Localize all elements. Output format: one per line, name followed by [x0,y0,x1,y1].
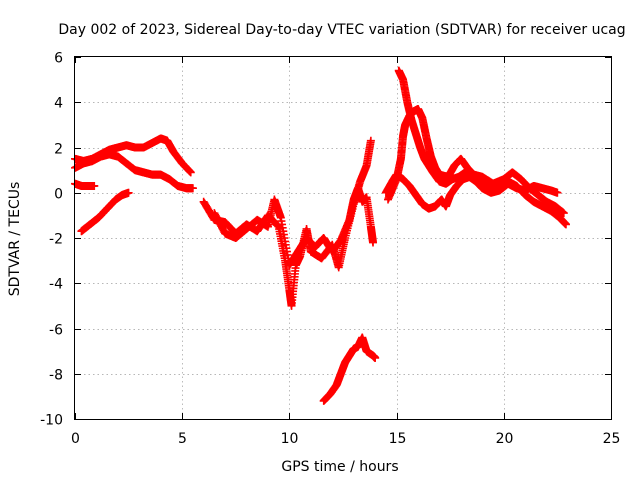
axis-ticks [75,57,612,420]
y-tick-label: -10 [40,413,63,429]
tick-labels: 0 5 10 15 20 25 -10 -8 -6 -4 -2 0 2 4 6 [40,51,620,448]
data-markers [71,66,570,405]
x-tick-label: 5 [178,431,187,447]
y-tick-label: 0 [54,187,63,203]
series-trace-b [71,150,197,193]
y-tick-label: -6 [49,323,63,339]
y-tick-label: 6 [54,51,63,67]
plus-marker [124,188,133,197]
x-tick-label: 25 [603,431,621,447]
plus-marker [90,181,99,190]
series-trace-g [319,333,380,405]
series-trace-d [77,188,133,236]
y-tick-label: -8 [49,368,63,384]
series-trace-j [381,170,562,213]
plus-marker [559,209,568,218]
y-tick-label: 2 [54,142,63,158]
plus-marker [369,238,378,247]
series-trace-a [71,134,195,177]
plus-marker [188,184,197,193]
x-tick-label: 15 [389,431,407,447]
chart-title: Day 002 of 2023, Sidereal Day-to-day VTE… [58,22,625,38]
grid-lines [75,57,611,419]
plus-marker [186,168,195,177]
x-tick-label: 0 [71,431,80,447]
y-axis-label: SDTVAR / TECUs [7,182,23,297]
x-axis-label: GPS time / hours [281,459,398,475]
x-tick-label: 20 [496,431,514,447]
plus-marker [371,353,380,362]
y-tick-label: -4 [49,277,63,293]
y-tick-label: -2 [49,232,63,248]
y-tick-label: 4 [54,96,63,112]
plus-marker [366,136,375,145]
plot-frame [74,56,612,420]
x-tick-label: 10 [281,431,299,447]
plus-marker [561,220,570,229]
plus-marker [553,188,562,197]
series-trace-f [210,184,378,270]
